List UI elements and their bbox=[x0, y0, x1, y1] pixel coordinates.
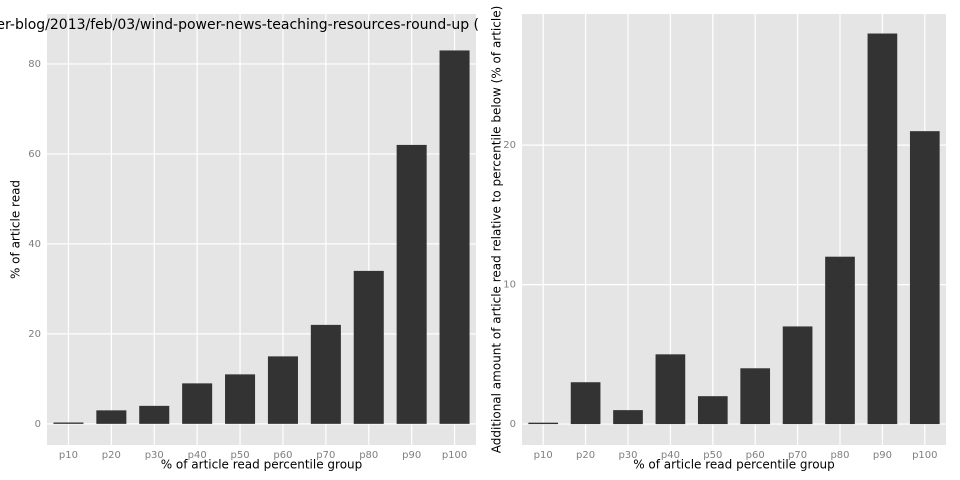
bar bbox=[528, 422, 559, 425]
bar bbox=[182, 383, 213, 424]
bar bbox=[396, 144, 427, 424]
bar bbox=[267, 356, 298, 424]
bar bbox=[613, 410, 643, 425]
x-tick-label: p20 bbox=[576, 450, 595, 461]
y-tick-label: 40 bbox=[28, 239, 41, 250]
x-axis-title: % of article read percentile group bbox=[633, 458, 835, 472]
x-tick-label: p50 bbox=[231, 450, 250, 461]
x-tick-label: p30 bbox=[618, 450, 637, 461]
y-tick-label: 20 bbox=[503, 140, 516, 151]
x-tick-label: p80 bbox=[359, 450, 378, 461]
x-tick-label: p90 bbox=[873, 450, 892, 461]
bar bbox=[53, 422, 84, 424]
x-tick-label: p60 bbox=[746, 450, 765, 461]
bar bbox=[782, 326, 813, 425]
x-tick-label: p100 bbox=[442, 450, 467, 461]
x-tick-label: p10 bbox=[59, 450, 78, 461]
y-tick-label: 80 bbox=[28, 59, 41, 70]
x-tick-label: p60 bbox=[273, 450, 292, 461]
chart-title: /teacher-blog/2013/feb/03/wind-power-new… bbox=[0, 17, 479, 33]
bar bbox=[96, 410, 127, 424]
x-tick-label: p70 bbox=[316, 450, 335, 461]
x-tick-label: p20 bbox=[102, 450, 121, 461]
bar bbox=[825, 256, 855, 425]
bar bbox=[655, 354, 686, 425]
y-tick-label: 20 bbox=[28, 329, 41, 340]
y-tick-label: 0 bbox=[510, 419, 516, 430]
x-tick-label: p80 bbox=[830, 450, 849, 461]
bar bbox=[139, 405, 170, 424]
bar bbox=[570, 382, 601, 425]
y-axis-title: % of article read bbox=[9, 180, 23, 279]
bar bbox=[310, 324, 341, 424]
x-tick-label: p30 bbox=[145, 450, 164, 461]
x-tick-label: p10 bbox=[534, 450, 553, 461]
bar bbox=[909, 131, 940, 425]
bar bbox=[353, 270, 384, 424]
x-tick-label: p40 bbox=[661, 450, 680, 461]
y-axis-title: Additional amount of article read relati… bbox=[490, 6, 504, 454]
x-tick-label: p50 bbox=[703, 450, 722, 461]
x-tick-label: p70 bbox=[788, 450, 807, 461]
x-axis-title: % of article read percentile group bbox=[161, 458, 363, 472]
bar bbox=[225, 374, 256, 424]
y-tick-label: 0 bbox=[35, 419, 41, 430]
y-tick-label: 10 bbox=[503, 280, 516, 291]
x-tick-label: p100 bbox=[912, 450, 937, 461]
bar bbox=[697, 396, 728, 425]
y-tick-label: 60 bbox=[28, 149, 41, 160]
x-tick-label: p90 bbox=[402, 450, 421, 461]
bar bbox=[439, 50, 470, 424]
bar bbox=[867, 33, 898, 425]
x-tick-label: p40 bbox=[188, 450, 207, 461]
bar bbox=[740, 368, 771, 425]
